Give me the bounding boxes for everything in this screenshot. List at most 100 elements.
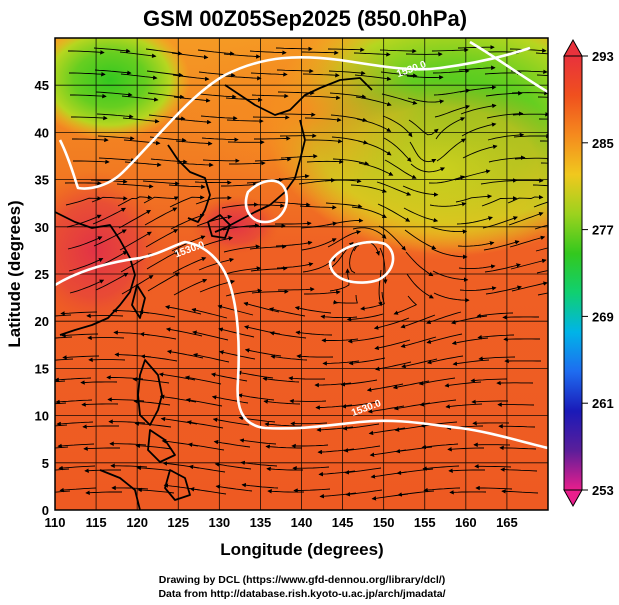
streamline [68, 50, 105, 55]
streamline [72, 137, 109, 143]
streamline [134, 421, 172, 428]
streamline [353, 52, 391, 57]
streamline [165, 305, 202, 315]
streamline [484, 263, 521, 273]
streamline [139, 332, 177, 340]
streamline [199, 93, 237, 99]
streamline [349, 242, 361, 274]
y-tick-label: 20 [35, 314, 49, 329]
streamline [98, 157, 136, 163]
streamline [403, 207, 439, 223]
streamline [277, 90, 315, 96]
streamline [426, 311, 462, 325]
streamline [533, 201, 548, 208]
streamline [456, 216, 493, 225]
streamline [373, 317, 410, 330]
streamline [254, 136, 291, 141]
streamline [272, 174, 310, 181]
streamline [303, 95, 341, 100]
streamline [304, 117, 342, 123]
wind-streamlines [55, 44, 548, 501]
streamline [214, 462, 252, 470]
streamline [60, 311, 98, 316]
streamline [513, 133, 548, 139]
streamline [400, 314, 436, 329]
streamline [95, 91, 133, 97]
streamline [198, 71, 236, 78]
streamline [84, 468, 121, 473]
streamline [457, 241, 495, 247]
streamline [511, 281, 548, 292]
streamline [486, 111, 524, 119]
cold-region-northwest [55, 38, 190, 140]
streamline [407, 97, 445, 104]
streamline [93, 47, 131, 54]
streamline [270, 354, 308, 361]
streamline [250, 266, 288, 272]
streamline [324, 178, 362, 184]
streamline [345, 489, 383, 497]
streamline [447, 446, 484, 452]
coast-taiwan [131, 284, 146, 319]
streamline [432, 270, 469, 282]
plot-frame [54, 37, 549, 511]
streamline [145, 48, 183, 56]
streamline [484, 70, 522, 76]
streamline [436, 138, 466, 162]
streamline [429, 202, 467, 207]
x-tick-label: 165 [496, 515, 518, 530]
streamline [55, 336, 73, 339]
streamline [57, 443, 95, 449]
streamline [64, 180, 102, 186]
streamline [135, 443, 173, 450]
streamline [142, 180, 180, 186]
streamline [295, 330, 333, 336]
streamline [431, 47, 469, 53]
streamline [348, 357, 386, 366]
streamline [239, 438, 277, 445]
streamline [537, 292, 548, 296]
streamline [189, 487, 227, 495]
streamline [193, 352, 230, 363]
streamline [382, 115, 413, 138]
streamline [277, 287, 315, 292]
streamline [69, 71, 106, 77]
streamline [350, 184, 387, 193]
streamline [186, 420, 224, 429]
colorbar-tick-label: 285 [592, 136, 614, 151]
colorbar-tick-label: 293 [592, 49, 614, 64]
streamline [352, 227, 387, 239]
streamline [420, 421, 458, 428]
streamline [269, 307, 306, 317]
streamline [292, 466, 330, 471]
streamline [498, 423, 536, 429]
streamline [421, 443, 459, 450]
streamline [184, 375, 222, 385]
streamline [460, 103, 497, 115]
streamline [301, 238, 337, 251]
streamline [143, 196, 179, 204]
streamline [458, 65, 496, 71]
streamline [170, 213, 205, 230]
streamline [326, 218, 364, 226]
streamline [97, 135, 135, 141]
streamline [485, 91, 523, 97]
streamline [248, 223, 286, 229]
streamline [264, 422, 302, 427]
streamline [201, 137, 239, 142]
colorbar-upper-triangle [563, 38, 583, 57]
streamline [55, 424, 68, 427]
streamline [140, 354, 178, 362]
streamline [82, 424, 119, 429]
streamline [471, 399, 508, 405]
streamline [296, 354, 334, 359]
x-tick-label: 135 [250, 515, 272, 530]
streamline [462, 144, 498, 159]
streamline [299, 205, 337, 210]
streamline [196, 214, 233, 227]
streamline [514, 156, 548, 161]
streamline [325, 202, 363, 209]
streamline [147, 92, 185, 100]
streamline [540, 162, 548, 164]
